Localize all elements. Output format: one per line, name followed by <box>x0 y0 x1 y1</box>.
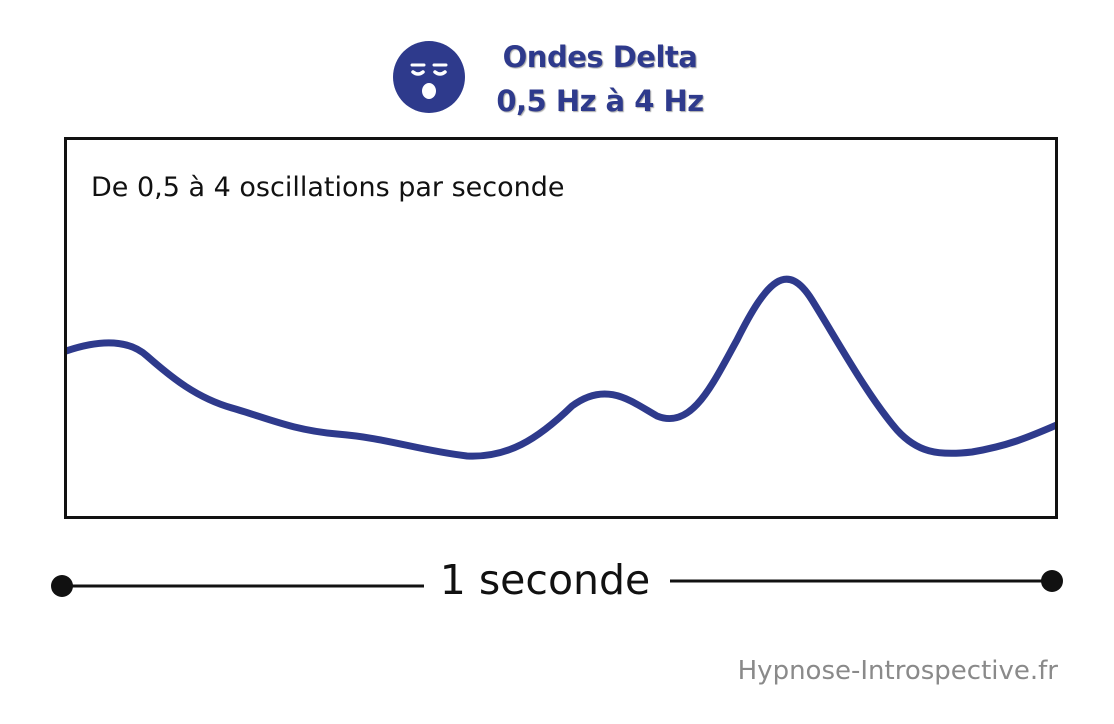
site-credit: Hypnose-Introspective.fr <box>737 656 1058 686</box>
scale-endpoint-right <box>1041 570 1063 592</box>
wave-panel: De 0,5 à 4 oscillations par seconde <box>64 137 1058 519</box>
frequency-range: 0,5 Hz à 4 Hz <box>496 84 704 118</box>
time-scale-label: 1 seconde <box>439 556 651 604</box>
delta-wave-graph <box>67 275 1055 460</box>
page-title: Ondes Delta <box>502 40 698 74</box>
time-scale-bar <box>51 570 1063 597</box>
sleeping-face-icon <box>393 41 465 113</box>
scale-endpoint-left <box>51 575 73 597</box>
delta-wave-line <box>67 275 1055 460</box>
wave-caption: De 0,5 à 4 oscillations par seconde <box>91 172 565 203</box>
